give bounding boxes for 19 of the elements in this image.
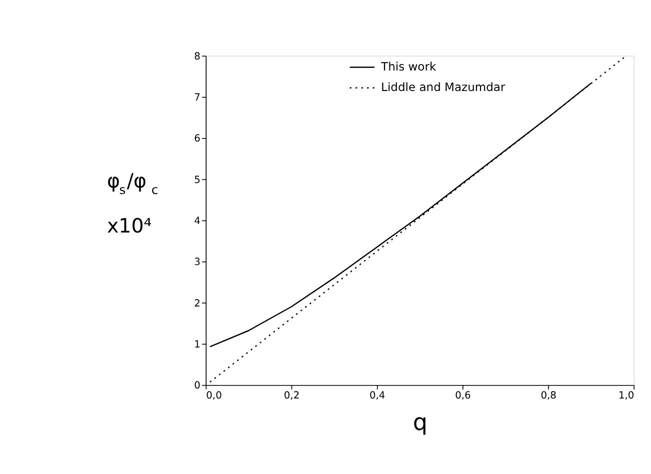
y-tick-label: 3 bbox=[194, 257, 200, 268]
y-tick-label: 0 bbox=[194, 380, 200, 392]
x-tick-label: 0,8 bbox=[540, 390, 556, 402]
x-tick-label: 0,2 bbox=[284, 390, 300, 402]
y-tick-label: 1 bbox=[194, 339, 200, 350]
x-tick-label: 0,4 bbox=[370, 390, 386, 402]
x-axis-title: q bbox=[412, 410, 428, 436]
y-tick-label: 5 bbox=[194, 174, 200, 186]
y-tick-label: 2 bbox=[194, 298, 200, 310]
legend-label: This work bbox=[380, 60, 436, 74]
x-tick-label: 0,0 bbox=[206, 390, 222, 402]
x-tick-label: 1,0 bbox=[618, 390, 634, 402]
legend-label: Liddle and Mazumdar bbox=[381, 80, 506, 94]
y-tick-label: 7 bbox=[194, 92, 200, 104]
y-tick-label: 6 bbox=[194, 134, 200, 145]
line-series bbox=[209, 56, 626, 383]
y-tick-label: 8 bbox=[194, 51, 200, 62]
x-tick-label: 0,6 bbox=[455, 390, 471, 402]
y-tick-label: 4 bbox=[194, 216, 200, 228]
